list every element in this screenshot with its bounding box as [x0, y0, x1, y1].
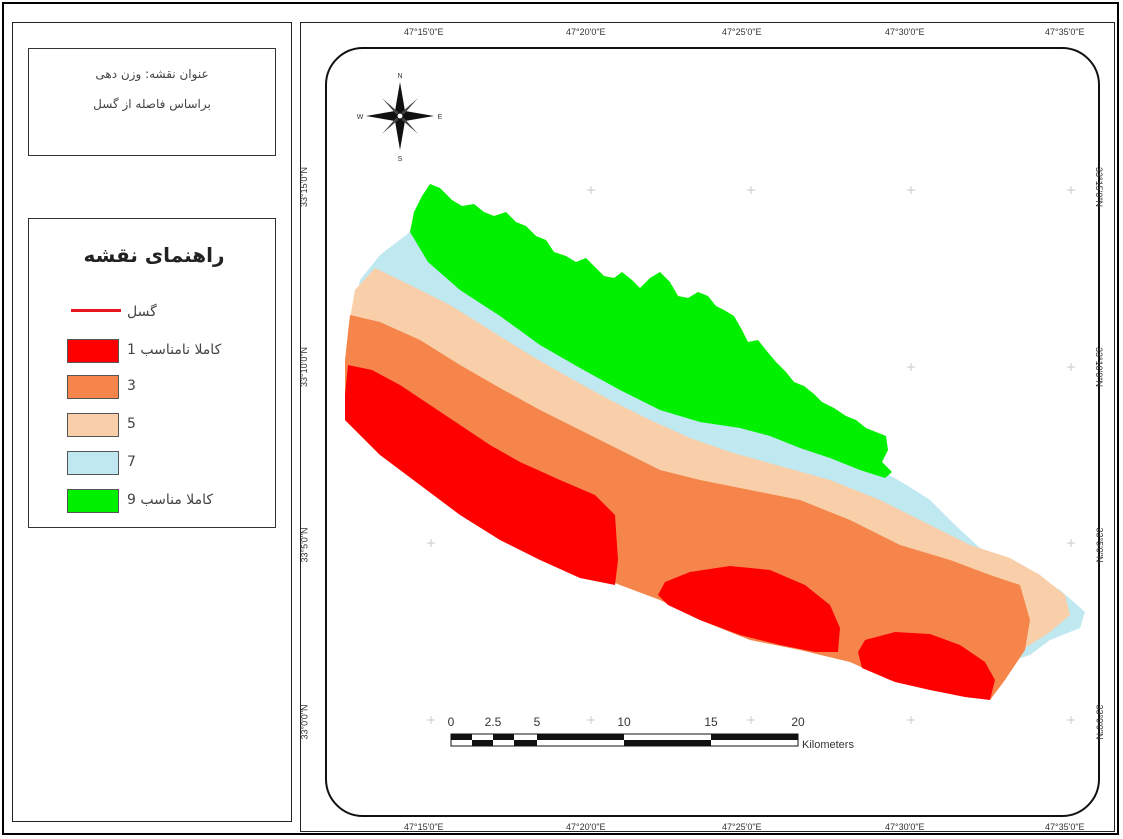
legend-item-fault: گسل — [67, 301, 277, 325]
legend-label-class-7: 7 — [127, 454, 136, 470]
zone-class-1-central — [658, 566, 840, 652]
north-arrow: N S E W — [357, 73, 443, 163]
zone-class-9 — [410, 184, 892, 478]
lon-label-top-5: 47°35'0"E — [1045, 27, 1085, 37]
map-title-line-1: عنوان نقشه: وزن دهی — [95, 67, 209, 81]
legend-label-class-9: کاملا مناسب 9 — [127, 492, 214, 508]
south-label: S — [398, 156, 403, 163]
zone-class-1-east — [858, 632, 995, 700]
lon-label-top-1: 47°15'0"E — [404, 27, 444, 37]
legend-item-class-5: 5 — [67, 413, 277, 437]
scale-tick-0: 0 — [448, 715, 455, 729]
legend-item-class-9: کاملا مناسب 9 — [67, 489, 277, 513]
north-label: N — [397, 73, 402, 80]
lon-label-bottom-5: 47°35'0"E — [1045, 822, 1085, 832]
lon-label-bottom-1: 47°15'0"E — [404, 822, 444, 832]
legend-item-class-1: کاملا نامناسب 1 — [67, 339, 277, 363]
lon-label-bottom-4: 47°30'0"E — [885, 822, 925, 832]
lon-label-bottom-2: 47°20'0"E — [566, 822, 606, 832]
left-panel — [12, 22, 292, 822]
scale-unit: Kilometers — [802, 739, 854, 751]
scale-tick-5: 5 — [534, 715, 541, 729]
lon-label-top-4: 47°30'0"E — [885, 27, 925, 37]
legend-item-class-7: 7 — [67, 451, 277, 475]
legend-label-class-5: 5 — [127, 416, 136, 432]
legend-title: راهنمای نقشه — [83, 243, 225, 267]
map-title-box: عنوان نقشه: وزن دهی براساس فاصله از گسل — [28, 48, 276, 156]
zone-class-1-west — [345, 365, 618, 585]
legend-label-class-1: کاملا نامناسب 1 — [127, 342, 222, 358]
west-label: W — [357, 114, 364, 121]
east-label: E — [438, 114, 443, 121]
legend-label-class-3: 3 — [127, 378, 136, 394]
legend-label-fault: گسل — [127, 304, 157, 320]
legend-swatch-class-3 — [67, 375, 119, 399]
scale-bar: 0 2.5 5 10 15 20 Kilometers — [448, 715, 855, 751]
map-data-frame-outer — [300, 22, 1115, 832]
legend-item-class-3: 3 — [67, 375, 277, 399]
fault-line-symbol — [71, 309, 121, 312]
legend-box: راهنمای نقشه گسل کاملا نامناسب 1 3 5 7 ک… — [28, 218, 276, 528]
scale-tick-20: 20 — [791, 715, 805, 729]
lon-label-top-3: 47°25'0"E — [722, 27, 762, 37]
lon-label-bottom-3: 47°25'0"E — [722, 822, 762, 832]
scale-tick-2-5: 2.5 — [485, 715, 502, 729]
scale-tick-10: 10 — [617, 715, 631, 729]
legend-swatch-class-9 — [67, 489, 119, 513]
lon-label-top-2: 47°20'0"E — [566, 27, 606, 37]
legend-swatch-class-7 — [67, 451, 119, 475]
legend-swatch-class-1 — [67, 339, 119, 363]
zone-class-3 — [345, 315, 1030, 700]
scale-tick-15: 15 — [704, 715, 718, 729]
map-title-line-2: براساس فاصله از گسل — [93, 97, 211, 111]
legend-swatch-class-5 — [67, 413, 119, 437]
map-data-frame — [325, 47, 1100, 817]
